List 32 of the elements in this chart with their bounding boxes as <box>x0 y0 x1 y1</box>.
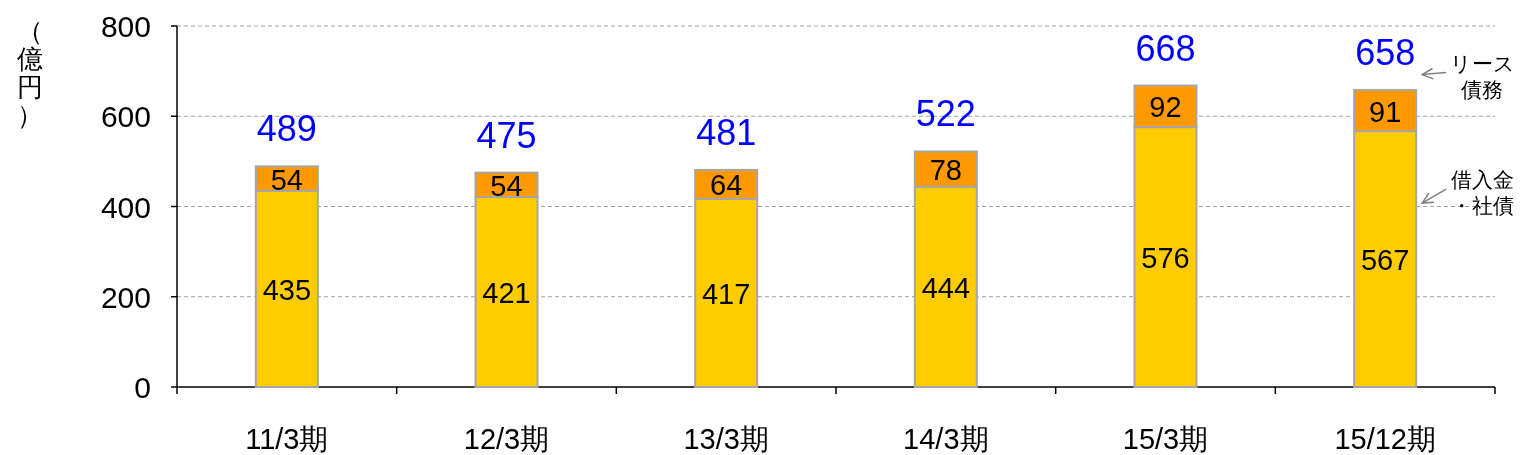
x-tick-label: 11/3期 <box>245 423 329 455</box>
data-label: 576 <box>1141 242 1190 275</box>
data-label: 567 <box>1360 244 1410 277</box>
data-label: 54 <box>270 163 303 196</box>
series-label: 借入金・社債 <box>1450 168 1514 218</box>
y-tick-label: 800 <box>100 10 151 43</box>
data-label: 435 <box>262 273 312 306</box>
total-label: 475 <box>476 114 537 156</box>
x-tick-label: 13/3期 <box>683 423 769 455</box>
x-tick-label: 14/3期 <box>903 423 989 455</box>
total-label: 481 <box>696 111 757 153</box>
data-label: 78 <box>929 154 962 187</box>
data-label: 92 <box>1149 91 1182 124</box>
data-label: 444 <box>921 271 971 304</box>
total-label: 668 <box>1135 27 1196 69</box>
total-label: 522 <box>915 93 976 135</box>
y-tick-label: 600 <box>100 100 151 134</box>
x-tick-label: 12/3期 <box>463 423 550 455</box>
series-label: リース債務 <box>1449 51 1515 101</box>
total-label: 489 <box>256 108 317 150</box>
total-label: 658 <box>1355 32 1416 74</box>
data-label: 64 <box>710 169 743 202</box>
x-tick-label: 15/12期 <box>1334 423 1436 455</box>
y-tick-label: 0 <box>134 371 151 404</box>
y-axis-title: （億円） <box>17 16 43 130</box>
y-tick-label: 400 <box>100 190 151 224</box>
y-tick-label: 200 <box>100 280 151 314</box>
data-label: 421 <box>482 277 531 310</box>
data-label: 91 <box>1369 95 1402 128</box>
data-label: 417 <box>701 277 751 310</box>
data-label: 54 <box>490 169 523 202</box>
x-tick-label: 15/3期 <box>1122 423 1209 455</box>
